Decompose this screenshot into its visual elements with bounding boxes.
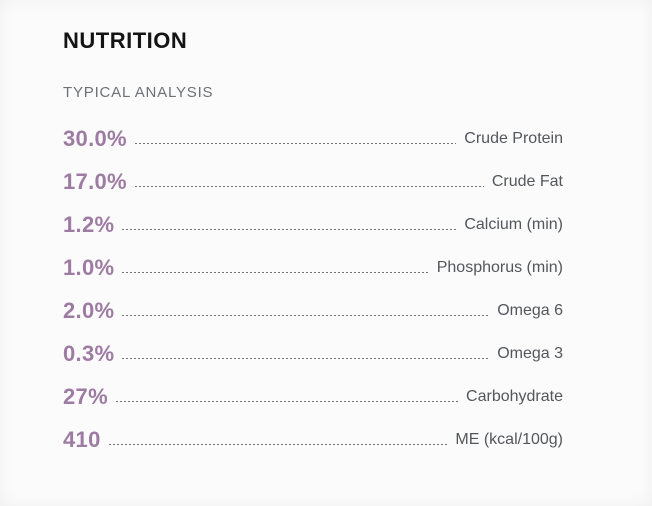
analysis-value: 0.3% — [63, 340, 115, 366]
analysis-label: Omega 6 — [497, 301, 563, 319]
dashed-leader — [122, 229, 457, 230]
dashed-leader — [115, 401, 459, 402]
analysis-label: ME (kcal/100g) — [455, 430, 563, 448]
analysis-row-phosphorus: 1.0% Phosphorus (min) — [63, 246, 563, 289]
analysis-value: 1.0% — [63, 254, 115, 280]
section-title: NUTRITION — [63, 28, 188, 53]
analysis-row-calcium: 1.2% Calcium (min) — [63, 203, 563, 246]
analysis-row-crude-fat: 17.0% Crude Fat — [63, 160, 563, 203]
analysis-row-me-kcal: 410 ME (kcal/100g) — [63, 418, 563, 461]
analysis-row-crude-protein: 30.0% Crude Protein — [63, 117, 563, 160]
dashed-leader — [134, 143, 457, 144]
analysis-row-omega-3: 0.3% Omega 3 — [63, 332, 563, 375]
analysis-label: Carbohydrate — [466, 387, 563, 405]
analysis-row-omega-6: 2.0% Omega 6 — [63, 289, 563, 332]
analysis-value: 2.0% — [63, 297, 115, 323]
dashed-leader — [122, 358, 490, 359]
nutrition-section: NUTRITION TYPICAL ANALYSIS 30.0% Crude P… — [63, 0, 563, 461]
analysis-label: Phosphorus (min) — [436, 258, 563, 276]
analysis-label: Calcium (min) — [464, 215, 563, 233]
analysis-value: 30.0% — [63, 125, 127, 151]
analysis-row-carbohydrate: 27% Carbohydrate — [63, 375, 563, 418]
dashed-leader — [122, 272, 429, 273]
analysis-value: 410 — [63, 426, 101, 452]
dashed-leader — [108, 444, 448, 445]
section-subtitle: TYPICAL ANALYSIS — [63, 84, 214, 101]
analysis-label: Omega 3 — [497, 344, 563, 362]
dashed-leader — [122, 315, 490, 316]
analysis-value: 1.2% — [63, 211, 115, 237]
analysis-value: 17.0% — [63, 168, 127, 194]
analysis-label: Crude Fat — [491, 172, 563, 190]
typical-analysis-list: 30.0% Crude Protein 17.0% Crude Fat 1.2%… — [63, 117, 563, 461]
dashed-leader — [134, 186, 484, 187]
analysis-label: Crude Protein — [464, 129, 563, 147]
analysis-value: 27% — [63, 383, 108, 409]
